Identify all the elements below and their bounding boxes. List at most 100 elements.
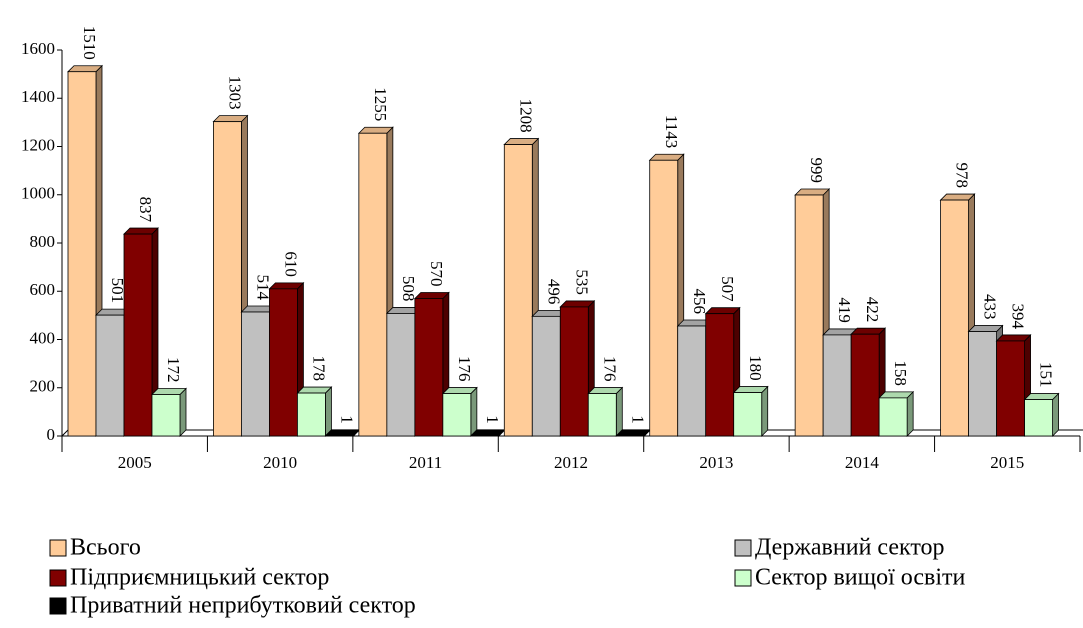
bar-top	[732, 386, 769, 393]
bar-top	[939, 193, 976, 201]
bar-side	[470, 386, 478, 437]
bar	[649, 159, 679, 437]
y-tick-label: 400	[30, 328, 56, 347]
bar-top	[587, 387, 624, 394]
bar	[878, 397, 908, 437]
bar-top	[794, 188, 831, 196]
data-label: 176	[600, 356, 619, 382]
bar-top	[268, 282, 305, 290]
data-label: 837	[136, 197, 155, 223]
data-label: 172	[164, 357, 183, 383]
bar	[503, 144, 533, 437]
data-label: 501	[108, 278, 127, 304]
data-label: 514	[254, 274, 273, 300]
legend-label: Підприємницький сектор	[70, 565, 329, 591]
data-label: 999	[807, 157, 826, 183]
bar	[587, 393, 617, 437]
bar-top	[1023, 393, 1060, 400]
bar-side	[906, 390, 914, 437]
bar-top	[995, 334, 1032, 342]
bar-side	[1052, 392, 1059, 437]
bar-top	[648, 153, 685, 161]
legend-label: Всього	[70, 535, 141, 561]
bar-top	[615, 429, 652, 437]
bar	[241, 311, 270, 437]
bar-top	[503, 138, 540, 145]
data-label: 1255	[371, 87, 390, 121]
y-tick-label: 1400	[21, 87, 55, 106]
bar	[151, 394, 181, 437]
data-label: 535	[572, 269, 591, 295]
x-tick-label: 2005	[118, 453, 152, 472]
x-tick-label: 2015	[990, 453, 1024, 472]
data-label: 1143	[662, 115, 681, 148]
bar	[677, 325, 707, 437]
bar-top	[413, 292, 450, 299]
legend-swatch	[49, 539, 67, 557]
legend-swatch	[49, 569, 67, 587]
data-label: 610	[282, 251, 301, 277]
bar	[95, 314, 125, 437]
y-tick-label: 1000	[21, 184, 55, 203]
data-label: 1	[338, 415, 357, 424]
data-label: 1	[628, 415, 647, 424]
bar-side	[325, 386, 332, 437]
bar	[414, 298, 444, 437]
y-tick-label: 600	[30, 280, 56, 299]
bar	[850, 333, 880, 437]
data-label: 508	[399, 276, 418, 302]
bar	[822, 334, 852, 437]
legend-label: Сектор вищої освіти	[755, 565, 966, 591]
bar-top	[324, 429, 361, 437]
bar	[794, 194, 824, 437]
bar	[67, 71, 97, 437]
bar-top	[441, 387, 478, 394]
bar	[269, 288, 298, 437]
bar-top	[357, 126, 394, 134]
bar-top	[704, 307, 741, 315]
bar	[442, 393, 472, 437]
bar-top	[878, 391, 915, 399]
bar-top	[296, 386, 333, 394]
legend-swatch	[49, 597, 67, 615]
bar	[996, 340, 1025, 437]
data-label: 978	[953, 163, 972, 189]
data-label: 570	[427, 261, 446, 287]
data-label: 1	[483, 415, 502, 424]
data-label: 394	[1009, 303, 1028, 329]
bar-side	[615, 386, 623, 437]
x-tick-label: 2014	[845, 453, 880, 472]
x-tick-label: 2010	[263, 453, 297, 472]
bar	[358, 132, 388, 437]
y-tick-label: 1600	[21, 39, 55, 58]
data-label: 1303	[226, 76, 245, 110]
bar	[733, 392, 763, 437]
data-label: 419	[835, 297, 854, 323]
legend-label: Приватний неприбутковий сектор	[70, 593, 416, 619]
data-label: 158	[891, 360, 910, 386]
data-label: 433	[981, 294, 1000, 320]
data-label: 180	[746, 355, 765, 381]
bar	[531, 315, 561, 437]
bar	[968, 331, 997, 437]
bar	[123, 233, 153, 437]
data-label: 1208	[516, 99, 535, 133]
legend-label: Державний сектор	[755, 535, 945, 561]
data-label: 456	[690, 288, 709, 314]
y-tick-label: 1200	[21, 135, 55, 154]
bar	[386, 313, 416, 437]
legend-swatch	[734, 539, 752, 557]
x-tick-label: 2013	[699, 453, 733, 472]
bar-top	[151, 388, 187, 395]
bar-top	[967, 325, 1004, 332]
data-label: 422	[863, 297, 882, 323]
data-label: 176	[455, 356, 474, 382]
data-label: 496	[544, 279, 563, 305]
data-label: 507	[718, 276, 737, 302]
bar-top	[67, 65, 103, 73]
bar-side	[179, 387, 187, 437]
bar	[297, 392, 326, 437]
bar-top	[850, 327, 887, 335]
bar-top	[123, 227, 159, 235]
